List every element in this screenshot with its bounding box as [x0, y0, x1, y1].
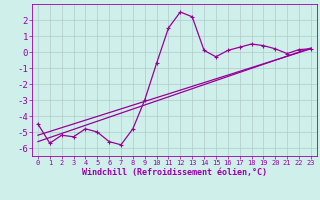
X-axis label: Windchill (Refroidissement éolien,°C): Windchill (Refroidissement éolien,°C)	[82, 168, 267, 177]
